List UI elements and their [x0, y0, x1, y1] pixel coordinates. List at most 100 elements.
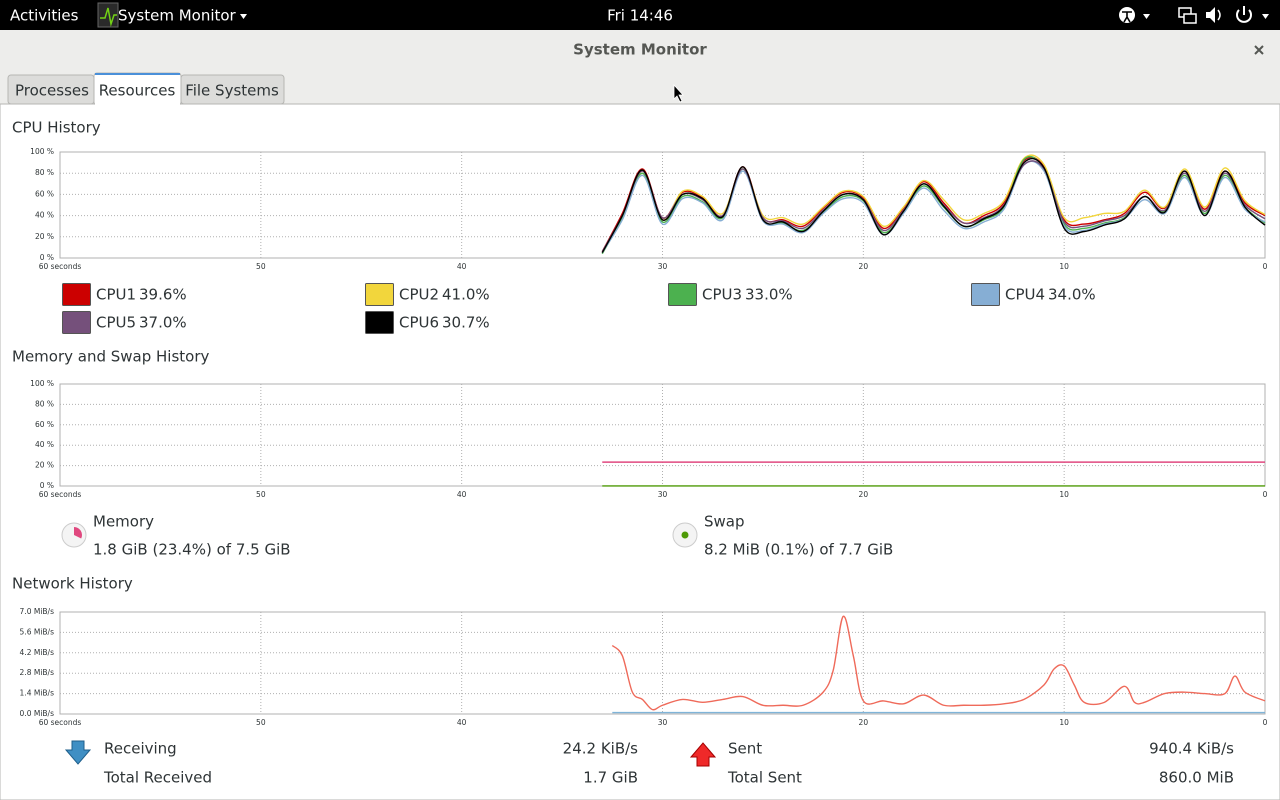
activities-button[interactable]: Activities	[10, 7, 79, 25]
tab-label[interactable]: Processes	[15, 82, 89, 100]
y-tick-label: 5.6 MiB/s	[20, 627, 55, 636]
legend-total: 860.0 MiB	[1159, 769, 1234, 787]
tab-label[interactable]: File Systems	[185, 82, 279, 100]
legend-detail: 8.2 MiB (0.1%) of 7.7 GiB	[704, 541, 893, 559]
x-tick-label: 60 seconds	[39, 262, 82, 271]
y-tick-label: 80 %	[35, 168, 54, 177]
y-tick-label: 4.2 MiB/s	[20, 648, 55, 657]
x-tick-label: 10	[1059, 718, 1069, 727]
x-tick-label: 0	[1263, 718, 1268, 727]
x-tick-label: 20	[859, 262, 869, 271]
app-menu-arrow	[240, 14, 247, 19]
legend-entry[interactable]: CPU6 30.7%	[365, 311, 490, 334]
legend-entry[interactable]: CPU5 37.0%	[62, 311, 187, 334]
x-tick-label: 50	[256, 262, 266, 271]
legend-swatch	[62, 311, 91, 334]
x-tick-label: 20	[859, 718, 869, 727]
legend-icon-dot	[681, 531, 689, 539]
legend-value: 33.0%	[745, 286, 793, 304]
top-bar	[0, 0, 1280, 30]
mouse-cursor	[673, 83, 684, 103]
tab-join	[95, 100, 180, 106]
clock[interactable]: Fri 14:46	[607, 7, 673, 25]
section-title: Memory and Swap History	[12, 348, 210, 366]
x-tick-label: 10	[1059, 262, 1069, 271]
x-tick-label: 30	[658, 490, 668, 499]
x-tick-label: 10	[1059, 490, 1069, 499]
legend-detail: 1.8 GiB (23.4%) of 7.5 GiB	[93, 541, 291, 559]
tab-label[interactable]: Resources	[99, 82, 176, 100]
app-icon	[97, 2, 119, 28]
legend-swatch	[62, 283, 91, 306]
network-icon-2	[1183, 13, 1197, 24]
legend-value: 41.0%	[442, 286, 490, 304]
accessibility-arrow	[1143, 14, 1150, 19]
legend-icon-down	[64, 740, 92, 765]
series-line	[601, 157, 1266, 254]
x-tick-label: 40	[457, 262, 467, 271]
x-tick-label: 0	[1263, 262, 1268, 271]
legend-name: CPU2	[399, 286, 439, 304]
y-tick-label: 100 %	[30, 147, 54, 156]
legend-name: CPU6	[399, 314, 439, 332]
section-title: CPU History	[12, 119, 101, 137]
volume-wave	[1217, 9, 1221, 21]
legend-value: 30.7%	[442, 314, 490, 332]
window-title: System Monitor	[573, 41, 707, 59]
y-tick-label: 80 %	[35, 399, 54, 408]
accessibility-figure	[1122, 11, 1132, 23]
legend-name: Memory	[93, 513, 154, 531]
legend-total-label: Total Sent	[727, 769, 802, 787]
x-tick-label: 30	[658, 262, 668, 271]
series-line	[601, 154, 1266, 254]
plot-area	[59, 151, 1266, 259]
x-tick-label: 30	[658, 718, 668, 727]
y-tick-label: 100 %	[30, 379, 54, 388]
x-tick-label: 50	[256, 490, 266, 499]
legend-swatch	[971, 283, 1000, 306]
legend-swatch	[668, 283, 697, 306]
section-title: Network History	[12, 575, 133, 593]
legend-entry[interactable]: CPU3 33.0%	[668, 283, 793, 306]
series-line	[601, 160, 1266, 254]
app-icon-graph	[100, 7, 117, 27]
y-tick-label: 2.8 MiB/s	[20, 668, 55, 677]
x-tick-label: 40	[457, 718, 467, 727]
x-tick-label: 50	[256, 718, 266, 727]
x-tick-label: 60 seconds	[39, 718, 82, 727]
accessibility-menu[interactable]	[1119, 7, 1150, 23]
series-line	[611, 615, 1266, 711]
legend-name: CPU3	[702, 286, 742, 304]
legend-entry[interactable]: CPU1 39.6%	[62, 283, 187, 306]
legend-name: Sent	[728, 740, 762, 758]
y-tick-label: 20 %	[35, 461, 54, 470]
legend-rate: 940.4 KiB/s	[1149, 740, 1234, 758]
power-icon	[1236, 6, 1252, 23]
legend-rate: 24.2 KiB/s	[563, 740, 639, 758]
y-tick-label: 7.0 MiB/s	[20, 607, 55, 616]
legend-entry[interactable]: CPU2 41.0%	[365, 283, 490, 306]
legend-swatch	[365, 311, 394, 334]
volume-icon	[1206, 7, 1215, 23]
legend-total: 1.7 GiB	[583, 769, 638, 787]
x-tick-label: 40	[457, 490, 467, 499]
y-tick-label: 60 %	[35, 189, 54, 198]
y-tick-label: 60 %	[35, 420, 54, 429]
legend-value: 37.0%	[139, 314, 187, 332]
legend-value: 34.0%	[1048, 286, 1096, 304]
y-tick-label: 0.0 MiB/s	[20, 709, 55, 718]
x-tick-label: 60 seconds	[39, 490, 82, 499]
legend-name: CPU1	[96, 286, 136, 304]
close-button[interactable]	[1254, 45, 1264, 55]
y-tick-label: 40 %	[35, 440, 54, 449]
status-icons[interactable]	[1178, 6, 1269, 24]
legend-entry[interactable]: CPU4 34.0%	[971, 283, 1096, 306]
legend-total-label: Total Received	[103, 769, 212, 787]
y-tick-label: 20 %	[35, 232, 54, 241]
y-tick-label: 40 %	[35, 211, 54, 220]
x-tick-label: 0	[1263, 490, 1268, 499]
legend-name: CPU5	[96, 314, 136, 332]
power-arrow	[1262, 14, 1269, 19]
app-menu[interactable]: System Monitor	[118, 7, 237, 25]
legend-swatch	[365, 283, 394, 306]
